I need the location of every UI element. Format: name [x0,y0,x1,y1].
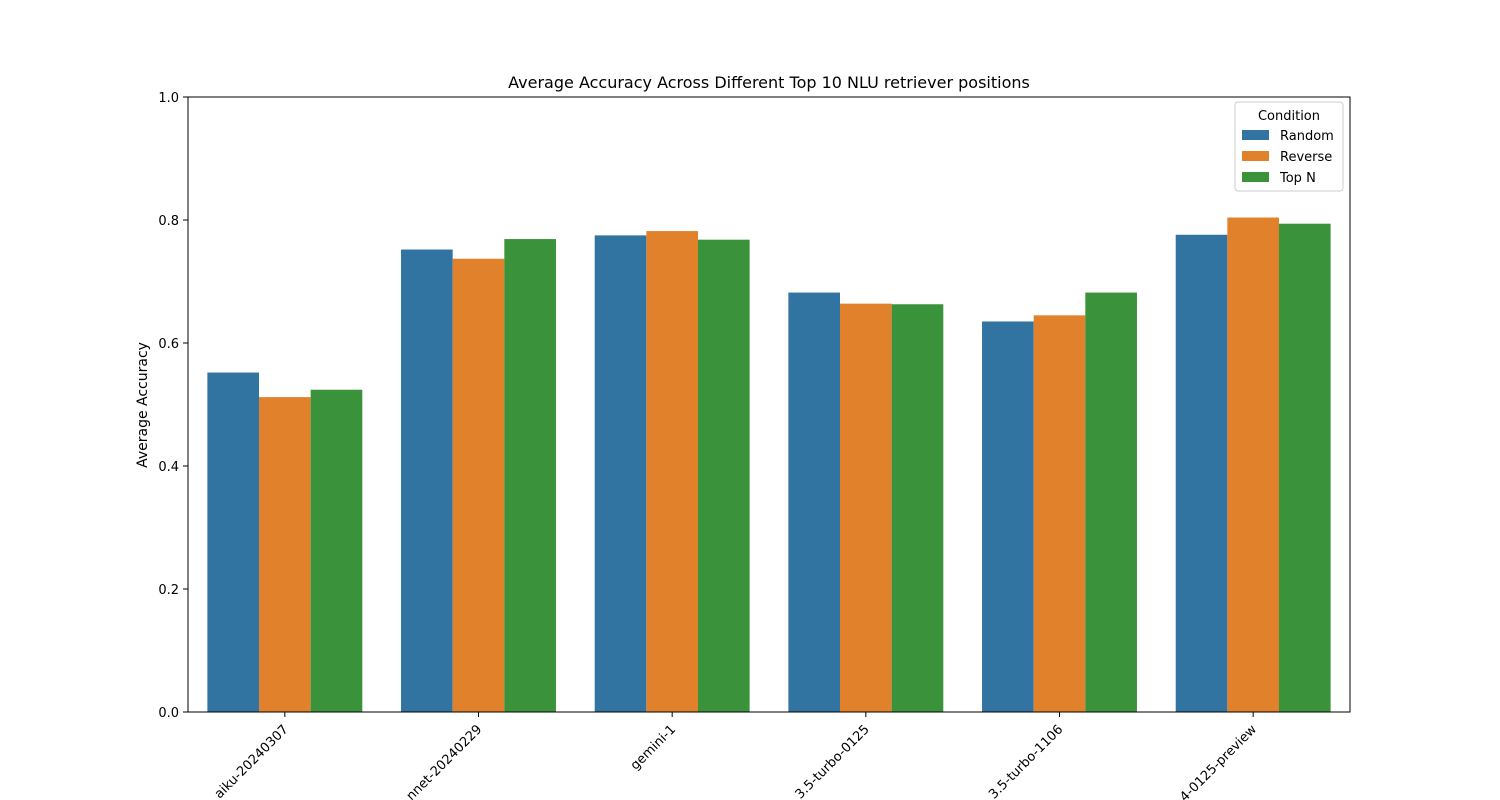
x-tick-label: aiku-20240307 [212,722,292,800]
bar-random-2 [594,235,647,712]
x-tick-label: gemini-1 [628,722,679,773]
y-tick-label: 0.6 [158,337,179,352]
legend-label: Reverse [1280,150,1332,165]
x-tick-label: 4-0125-preview [1177,722,1260,800]
bar-top-n-3 [891,304,944,712]
chart-title: Average Accuracy Across Different Top 10… [508,73,1030,92]
bar-random-5 [1175,234,1228,712]
bar-reverse-0 [259,397,311,712]
bar-reverse-1 [452,258,505,712]
y-tick-label: 0.0 [158,706,179,721]
y-tick-label: 0.8 [158,214,179,229]
bar-random-1 [401,249,453,712]
bar-reverse-5 [1227,217,1279,713]
bar-reverse-2 [646,231,698,712]
legend-box [1234,101,1344,192]
bar-top-n-4 [1085,292,1137,712]
bar-random-0 [207,372,260,712]
bar-top-n-0 [310,389,363,712]
legend-swatch [1242,151,1269,161]
plot-frame [187,96,1351,713]
y-axis-label: Average Accuracy [135,342,151,468]
bar-random-4 [982,321,1034,712]
y-axis: 0.0 0.2 0.4 0.6 0.8 1.0 [158,91,188,721]
y-tick-label: 1.0 [158,91,179,106]
legend-label: Top N [1279,171,1316,186]
bar-top-n-5 [1278,223,1331,712]
bar-top-n-1 [504,239,556,712]
x-tick-label: nnet-20240229 [404,722,486,800]
y-tick-label: 0.4 [158,460,179,475]
x-tick-label: 3.5-turbo-0125 [793,722,873,800]
x-tick-label: 3.5-turbo-1106 [986,722,1066,800]
legend: Condition Random Reverse Top N [1234,101,1344,192]
bar-reverse-3 [840,303,892,712]
y-tick-label: 0.2 [158,583,179,598]
x-axis: aiku-20240307 nnet-20240229 gemini-1 3.5-tu… [212,712,1260,800]
legend-title: Condition [1258,109,1320,124]
bar-reverse-4 [1033,315,1086,712]
legend-label: Random [1280,129,1334,144]
bar-random-3 [788,292,841,712]
bars-group [207,217,1331,713]
legend-swatch [1242,130,1269,140]
legend-swatch [1242,172,1269,182]
bar-top-n-2 [697,239,750,712]
